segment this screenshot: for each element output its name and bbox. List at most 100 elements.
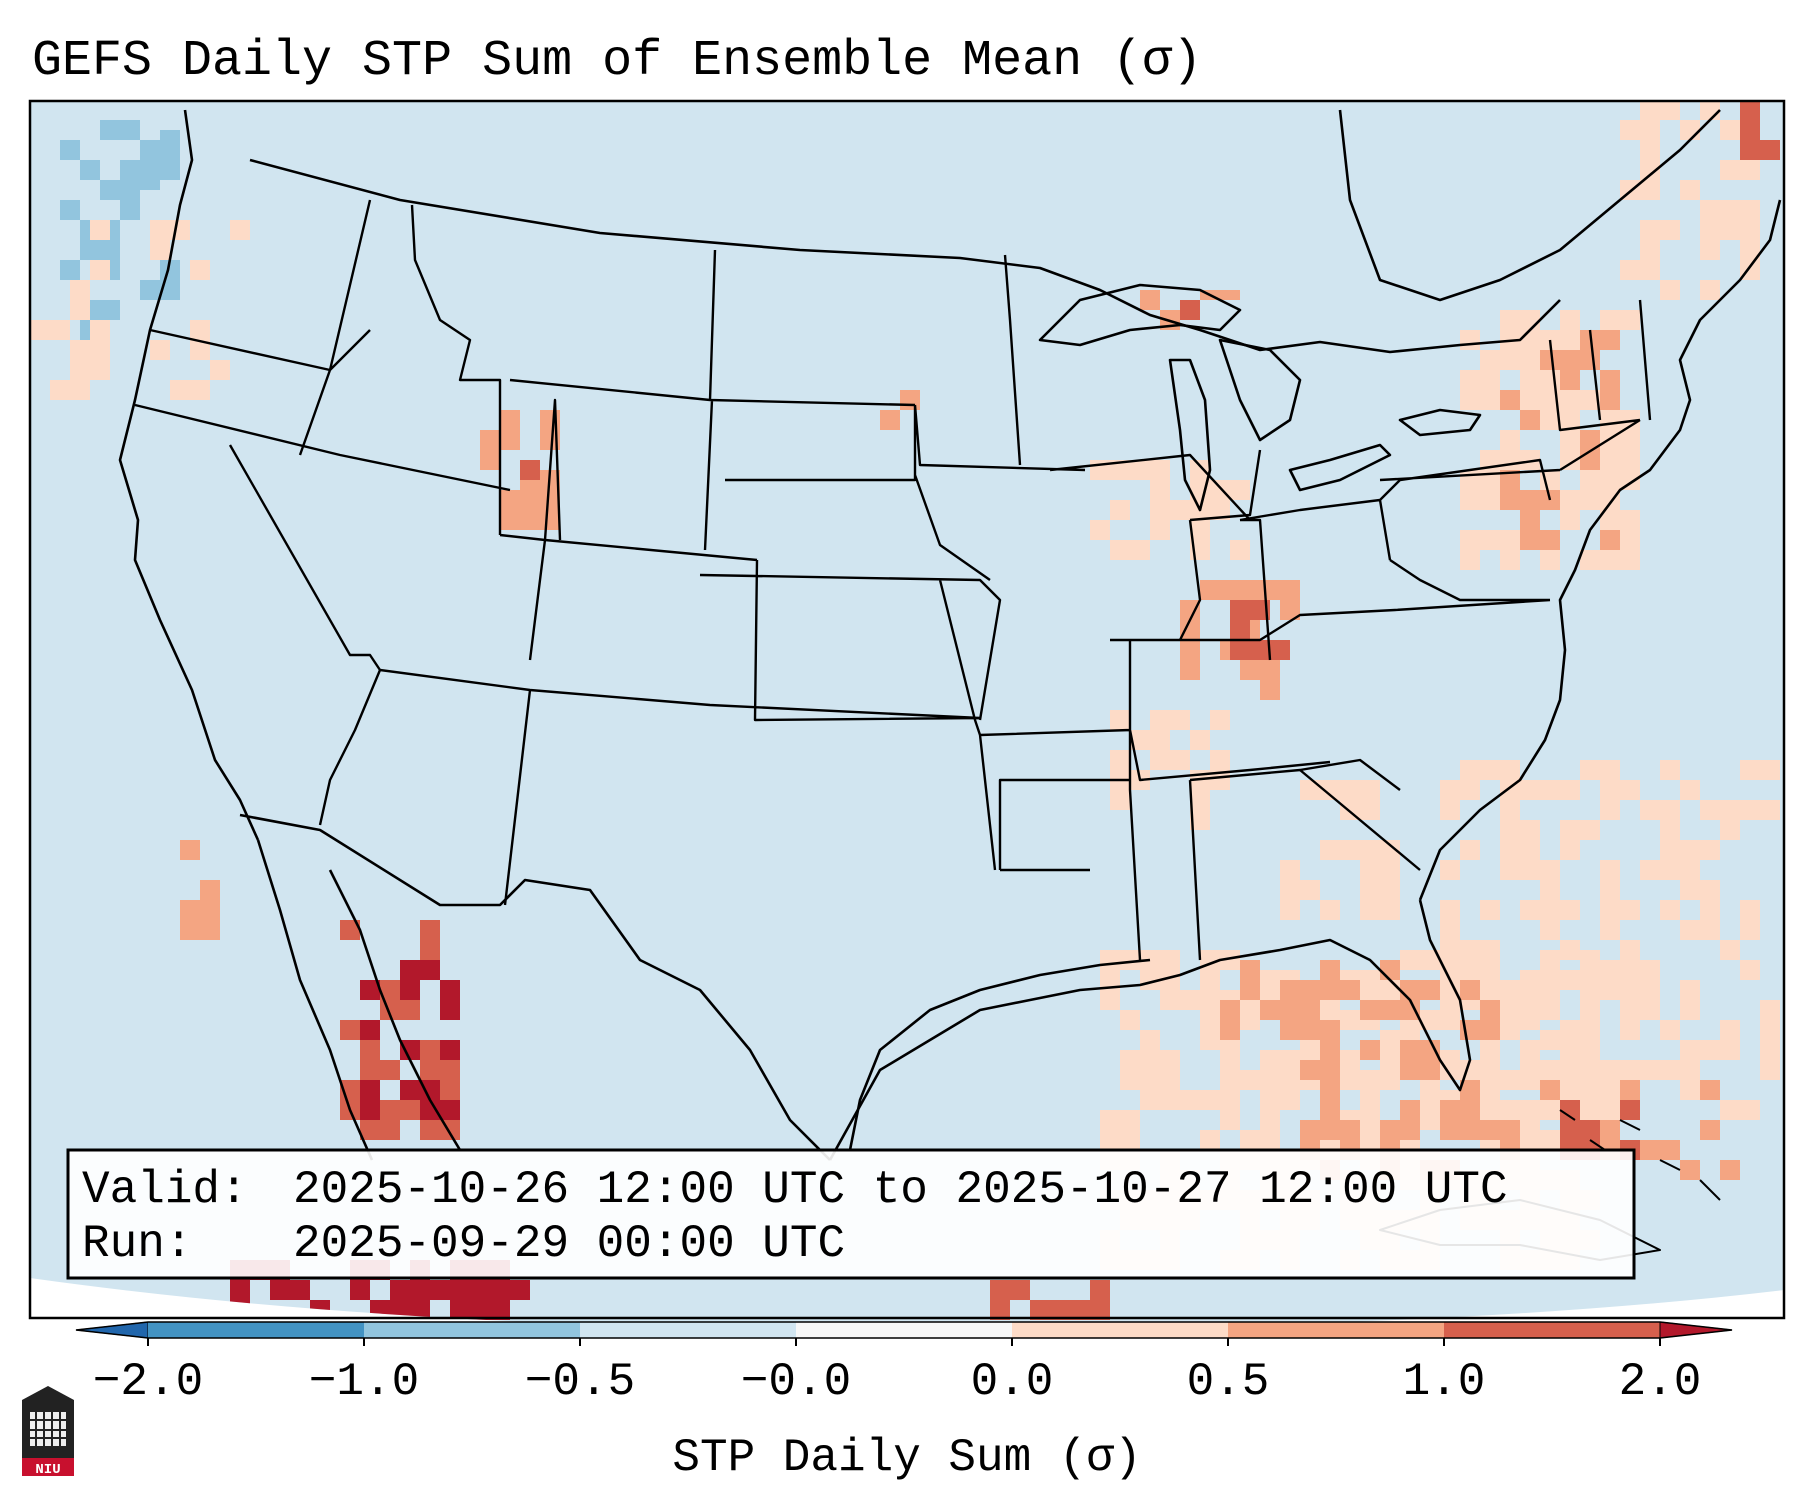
anomaly-cell: [1740, 120, 1760, 140]
anomaly-cell: [1240, 320, 1260, 340]
anomaly-cell: [1440, 780, 1460, 800]
anomaly-cell: [1030, 1300, 1050, 1320]
anomaly-cell: [1200, 1010, 1220, 1030]
anomaly-cell: [90, 320, 110, 340]
anomaly-cell: [1400, 1000, 1420, 1020]
anomaly-cell: [1460, 550, 1480, 570]
anomaly-cell: [1440, 900, 1460, 920]
anomaly-cell: [1160, 950, 1180, 970]
anomaly-cell: [1740, 160, 1760, 180]
anomaly-cell: [1210, 500, 1230, 520]
anomaly-cell: [1760, 760, 1780, 780]
anomaly-cell: [1380, 1030, 1400, 1050]
anomaly-cell: [200, 920, 220, 940]
anomaly-cell: [180, 920, 200, 940]
anomaly-cell: [990, 1300, 1010, 1320]
anomaly-cell: [190, 380, 210, 400]
anomaly-cell: [1500, 860, 1520, 880]
anomaly-cell: [400, 1080, 420, 1100]
anomaly-cell: [1260, 660, 1280, 680]
anomaly-cell: [1600, 1120, 1620, 1140]
anomaly-cell: [1160, 990, 1180, 1010]
anomaly-cell: [1180, 990, 1200, 1010]
anomaly-cell: [180, 900, 200, 920]
anomaly-cell: [1640, 960, 1660, 980]
colorbar-tick-label: 0.5: [1187, 1356, 1270, 1408]
anomaly-cell: [1460, 490, 1480, 510]
anomaly-cell: [380, 1060, 400, 1080]
anomaly-cell: [400, 980, 420, 1000]
anomaly-cell: [70, 360, 90, 380]
anomaly-cell: [210, 360, 230, 380]
anomaly-cell: [1720, 120, 1740, 140]
anomaly-cell: [340, 1020, 360, 1040]
anomaly-cell: [1540, 880, 1560, 900]
anomaly-cell: [1540, 920, 1560, 940]
anomaly-cell: [1660, 840, 1680, 860]
anomaly-cell: [1480, 350, 1500, 370]
anomaly-cell: [230, 220, 250, 240]
anomaly-cell: [140, 170, 160, 190]
anomaly-cell: [1190, 520, 1210, 540]
anomaly-cell: [1460, 470, 1480, 490]
anomaly-cell: [1580, 1040, 1600, 1060]
anomaly-cell: [1500, 820, 1520, 840]
anomaly-cell: [1280, 1090, 1300, 1110]
anomaly-cell: [1580, 960, 1600, 980]
anomaly-cell: [1600, 410, 1620, 430]
anomaly-cell: [1480, 1120, 1500, 1140]
anomaly-cell: [360, 1120, 380, 1140]
run-time: 2025-09-29 00:00 UTC: [293, 1218, 845, 1270]
anomaly-cell: [410, 1280, 430, 1300]
anomaly-cell: [1660, 1140, 1680, 1160]
anomaly-cell: [1540, 1000, 1560, 1020]
anomaly-cell: [1420, 1060, 1440, 1080]
anomaly-cell: [1460, 390, 1480, 410]
anomaly-cell: [1680, 120, 1700, 140]
anomaly-cell: [1210, 710, 1230, 730]
anomaly-cell: [440, 1040, 460, 1060]
anomaly-cell: [1240, 580, 1260, 600]
anomaly-cell: [520, 490, 540, 510]
anomaly-cell: [1520, 1070, 1540, 1090]
anomaly-cell: [1340, 1050, 1360, 1070]
anomaly-cell: [1680, 920, 1700, 940]
anomaly-cell: [1420, 1110, 1440, 1130]
anomaly-cell: [1130, 730, 1150, 750]
anomaly-cell: [1200, 300, 1220, 320]
anomaly-cell: [1240, 1130, 1260, 1150]
anomaly-cell: [1180, 600, 1200, 620]
anomaly-cell: [440, 1000, 460, 1020]
anomaly-cell: [1140, 1030, 1160, 1050]
anomaly-cell: [1460, 1080, 1480, 1100]
anomaly-cell: [1480, 1040, 1500, 1060]
anomaly-cell: [100, 180, 120, 200]
anomaly-cell: [1520, 450, 1540, 470]
anomaly-cell: [1340, 1010, 1360, 1030]
anomaly-cell: [1640, 1140, 1660, 1160]
anomaly-cell: [400, 1000, 420, 1020]
anomaly-cell: [1180, 1090, 1200, 1110]
anomaly-cell: [1110, 500, 1130, 520]
anomaly-cell: [420, 920, 440, 940]
anomaly-cell: [190, 260, 210, 280]
anomaly-cell: [1260, 580, 1280, 600]
anomaly-cell: [1210, 480, 1230, 500]
hudson-bay-coast: [1338, 109, 1721, 302]
anomaly-cell: [1480, 390, 1500, 410]
anomaly-cell: [1120, 1050, 1140, 1070]
anomaly-cell: [1500, 350, 1520, 370]
anomaly-cell: [1240, 980, 1260, 1000]
anomaly-cell: [160, 130, 180, 150]
anomaly-cell: [1720, 1020, 1740, 1040]
anomaly-cell: [80, 240, 100, 260]
us-mexico-border: [239, 813, 831, 1161]
anomaly-cell: [1560, 840, 1580, 860]
anomaly-cell: [1500, 470, 1520, 490]
anomaly-cell: [1500, 840, 1520, 860]
anomaly-cell: [1760, 1060, 1780, 1080]
anomaly-cell: [1520, 970, 1540, 990]
anomaly-cell: [190, 320, 210, 340]
anomaly-cell: [1190, 730, 1210, 750]
anomaly-cell: [1520, 1100, 1540, 1120]
